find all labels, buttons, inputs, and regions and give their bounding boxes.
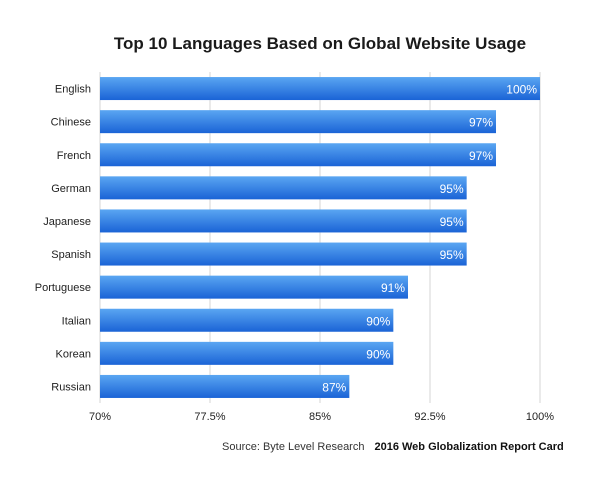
category-label: German (51, 183, 91, 195)
category-label: Russian (51, 381, 91, 393)
bar (100, 341, 394, 365)
bar-value-label: 95% (440, 248, 464, 262)
category-label: Italian (62, 315, 91, 327)
category-label: French (57, 150, 91, 162)
x-tick-label: 70% (89, 411, 111, 423)
bar-value-label: 95% (440, 182, 464, 196)
x-tick-label: 92.5% (414, 411, 445, 423)
bar (100, 242, 467, 266)
source-text: Source: Byte Level Research (222, 441, 365, 453)
bar-value-label: 95% (440, 215, 464, 229)
bar (100, 110, 496, 134)
bar (100, 275, 408, 299)
bar (100, 143, 496, 167)
bar-value-label: 91% (381, 281, 405, 295)
bar (100, 176, 467, 200)
x-tick-label: 100% (526, 411, 554, 423)
bar-value-label: 90% (366, 314, 390, 328)
bar (100, 77, 540, 101)
category-label: Spanish (51, 249, 91, 261)
category-label: Chinese (51, 117, 91, 129)
bar-value-label: 100% (506, 83, 537, 97)
category-label: Japanese (43, 216, 91, 228)
chart-title: Top 10 Languages Based on Global Website… (113, 34, 527, 53)
bar-value-label: 97% (469, 116, 493, 130)
bar-value-label: 90% (366, 347, 390, 361)
bar-value-label: 87% (322, 380, 346, 394)
source-line: Source: Byte Level Research 2016 Web Glob… (222, 441, 564, 453)
bar (100, 209, 467, 233)
x-tick-label: 77.5% (194, 411, 225, 423)
category-label: Portuguese (35, 282, 91, 294)
bar (100, 374, 350, 398)
bar (100, 308, 394, 332)
category-label: English (55, 84, 91, 96)
bar-value-label: 97% (469, 149, 493, 163)
report-title: 2016 Web Globalization Report Card (374, 441, 564, 453)
category-label: Korean (56, 348, 91, 360)
x-tick-label: 85% (309, 411, 331, 423)
